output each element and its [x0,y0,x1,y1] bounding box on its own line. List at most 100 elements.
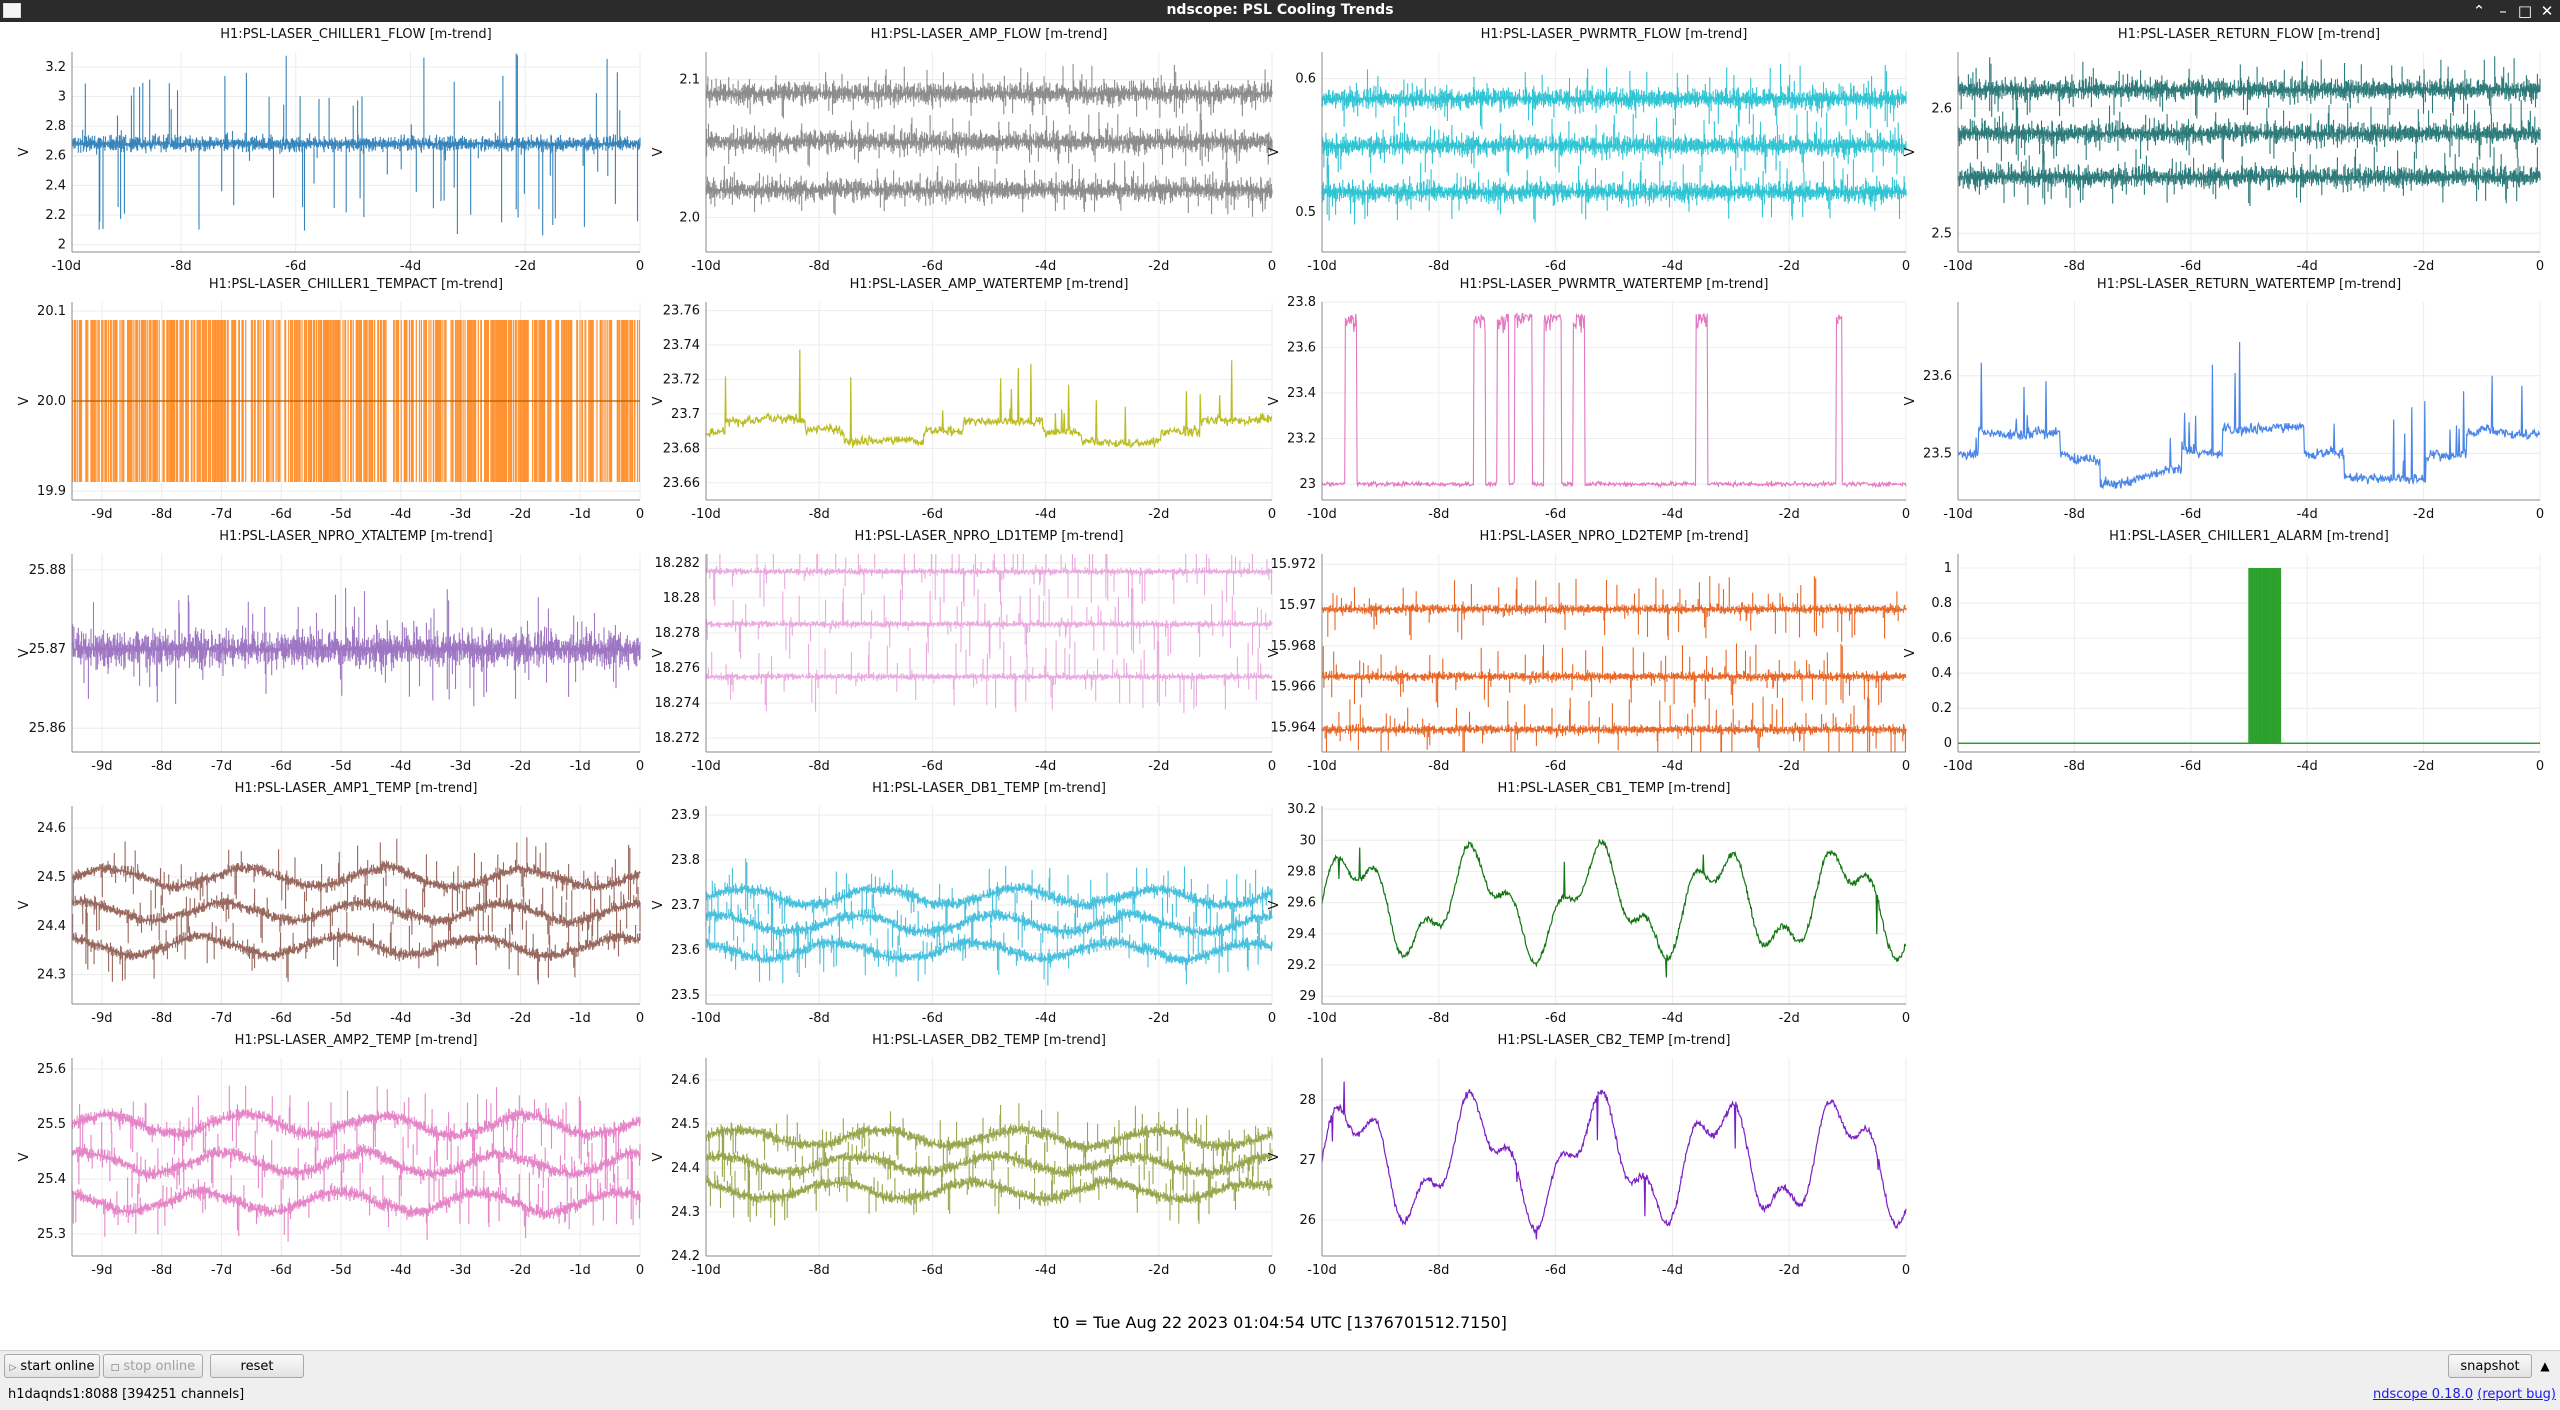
ytick-label: 24.5 [37,870,66,885]
xtick-label: -4d [1035,1263,1056,1278]
xtick-label: -8d [170,259,191,274]
minimize-button[interactable]: – [2499,2,2507,20]
ytick-label: 18.282 [655,556,701,571]
ytick-label: 20.0 [37,394,66,409]
ytick-label: 24.4 [671,1161,700,1176]
chart-ylabel: V [17,1152,32,1161]
ytick-label: 18.278 [655,626,701,641]
xtick-label: 0 [1902,507,1910,522]
ytick-label: 23.5 [671,988,700,1003]
ytick-label: 23.68 [663,441,700,456]
xtick-label: -8d [809,507,830,522]
ytick-label: 23.72 [663,372,700,387]
xtick-label: 0 [1268,759,1276,774]
xtick-label: -1d [570,759,591,774]
xtick-label: 0 [1268,1263,1276,1278]
chart-title: H1:PSL-LASER_CHILLER1_TEMPACT [m-trend] [209,277,503,292]
chart-ylabel: V [1267,147,1282,156]
chart-title: H1:PSL-LASER_AMP1_TEMP [m-trend] [235,781,478,796]
xtick-label: 0 [2536,759,2544,774]
xtick-label: -6d [922,507,943,522]
chart-ylabel: V [1267,900,1282,909]
ytick-label: 15.964 [1271,721,1317,736]
ytick-label: 2.4 [45,178,66,193]
series-band [705,858,1273,986]
xtick-label: -4d [1035,1011,1056,1026]
plot-grid[interactable]: H1:PSL-LASER_CHILLER1_FLOW [m-trend] V 2 2.… [0,22,2560,1302]
xtick-label: 0 [2536,259,2544,274]
report-bug-link[interactable]: (report bug) [2477,1387,2556,1402]
xtick-label: -1d [570,1011,591,1026]
xtick-label: -4d [1662,259,1683,274]
ytick-label: 0.6 [1295,72,1316,87]
ytick-label: 23.6 [1287,341,1316,356]
xtick-label: -2d [2413,759,2434,774]
close-button[interactable]: ✕ [2540,2,2554,20]
ytick-label: 24.4 [37,919,66,934]
xtick-label: -3d [450,1011,471,1026]
chart-ylabel: V [17,900,32,909]
ytick-label: 0.6 [1931,631,1952,646]
chart-2: H1:PSL-LASER_AMP_FLOW [m-trend] V 2.0 2.1 -1… [651,27,1276,274]
xtick-label: -6d [2180,759,2201,774]
xtick-label: -9d [91,1263,112,1278]
ytick-label: 25.5 [37,1117,66,1132]
xtick-label: -10d [1307,259,1337,274]
chart-title: H1:PSL-LASER_NPRO_LD2TEMP [m-trend] [1480,529,1749,544]
series-band [1321,576,1907,752]
start-online-label: start online [20,1359,95,1374]
xtick-label: 0 [1902,1011,1910,1026]
series-line [705,349,1273,449]
ytick-label: 29.4 [1287,927,1316,942]
xtick-label: -6d [922,759,943,774]
version-info: ndscope 0.18.0 (report bug) [2373,1387,2556,1402]
xtick-label: -8d [151,1263,172,1278]
xtick-label: -1d [570,1263,591,1278]
xtick-label: -8d [151,1011,172,1026]
ytick-label: 2.1 [679,73,700,88]
ytick-label: 23.76 [663,304,700,319]
chart-title: H1:PSL-LASER_AMP2_TEMP [m-trend] [235,1033,478,1048]
chart-ylabel: V [1903,147,1918,156]
chart-11: H1:PSL-LASER_NPRO_LD2TEMP [m-trend]V15.9… [1267,529,1910,774]
series-band [705,554,1273,713]
chart-ylabel: V [1267,396,1282,405]
xtick-label: -9d [91,1011,112,1026]
chart-ylabel: V [1267,1152,1282,1161]
t0-label: t0 = Tue Aug 22 2023 01:04:54 UTC [13767… [1053,1313,1507,1332]
chart-title: H1:PSL-LASER_DB1_TEMP [m-trend] [872,781,1106,796]
snapshot-button[interactable]: snapshot [2448,1354,2532,1378]
ytick-label: 24.2 [671,1249,700,1264]
chart-title: H1:PSL-LASER_PWRMTR_WATERTEMP [m-trend] [1460,277,1769,292]
maximize-button[interactable]: □ [2517,2,2533,20]
chart-17: H1:PSL-LASER_AMP2_TEMP [m-trend] V 25.3 25.… [17,1033,644,1278]
chart-title: H1:PSL-LASER_NPRO_LD1TEMP [m-trend] [855,529,1124,544]
start-online-button[interactable]: ▷ start online [4,1354,100,1378]
series-line [1957,341,2541,490]
xtick-label: 0 [1902,259,1910,274]
chart-ylabel: V [651,648,666,657]
window-titlebar: ndscope: PSL Cooling Trends ⌃ – □ ✕ [0,0,2560,22]
chart-title: H1:PSL-LASER_DB2_TEMP [m-trend] [872,1033,1106,1048]
server-status: h1daqnds1:8088 [394251 channels] [8,1387,245,1402]
xtick-label: 0 [2536,507,2544,522]
xtick-label: -3d [450,507,471,522]
ytick-label: 0 [1944,736,1952,751]
ytick-label: 25.86 [29,721,66,736]
xtick-label: -1d [570,507,591,522]
series-line [1321,1081,1907,1240]
ytick-label: 15.972 [1271,557,1317,572]
ytick-label: 25.6 [37,1062,66,1077]
chart-9: H1:PSL-LASER_NPRO_XTALTEMP [m-trend]V25.… [17,529,644,774]
chevron-up-icon[interactable]: ⌃ [2472,2,2486,20]
xtick-label: -10d [52,259,82,274]
ytick-label: 2.6 [45,149,66,164]
xtick-label: -8d [2064,259,2085,274]
version-link[interactable]: ndscope 0.18.0 [2373,1387,2474,1402]
reset-button[interactable]: reset [210,1354,304,1378]
xtick-label: -5d [330,1263,351,1278]
ytick-label: 2.0 [679,211,700,226]
stop-online-label: stop online [123,1359,196,1374]
chart-title: H1:PSL-LASER_CHILLER1_ALARM [m-trend] [2109,529,2389,544]
chevron-up-icon[interactable]: ▲ [2540,1359,2550,1373]
